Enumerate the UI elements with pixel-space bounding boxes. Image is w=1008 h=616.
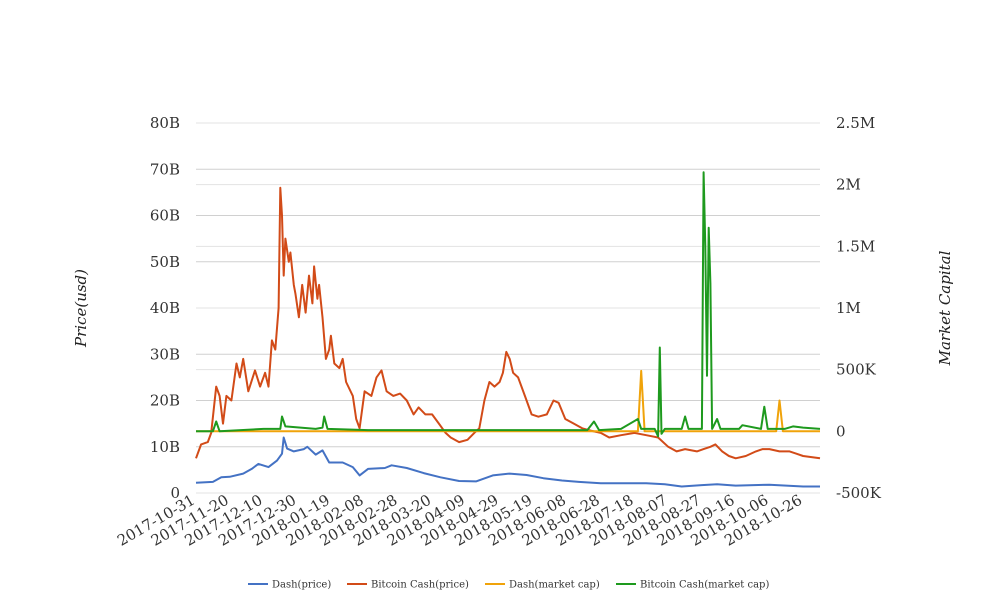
left-axis-ticks: 0 10B 20B 30B 40B 50B 60B 70B 80B <box>150 114 180 502</box>
legend-item: Bitcoin Cash(market cap) <box>616 580 769 591</box>
legend-item: Dash(market cap) <box>485 580 600 591</box>
x-axis-ticks: 2017-10-312017-11-202017-12-102017-12-30… <box>114 491 805 550</box>
series-lines <box>195 171 821 488</box>
y-left-axis-title: Price(usd) <box>72 269 90 348</box>
y-left-tick-label: 80B <box>150 114 180 132</box>
y-right-tick-label: 2.5M <box>836 114 875 132</box>
series-line-dash-price <box>195 436 820 488</box>
series-line-bitcoin-cash-market-cap <box>196 171 821 438</box>
right-axis-ticks: -500K 0 500K 1M 1.5M 2M 2.5M <box>836 114 882 502</box>
series-line-bitcoin-cash-price <box>195 186 821 460</box>
y-right-tick-label: -500K <box>836 484 882 502</box>
gridlines <box>196 122 820 494</box>
y-right-tick-label: 0 <box>836 422 846 440</box>
y-left-tick-label: 30B <box>150 345 180 363</box>
legend-item: Bitcoin Cash(price) <box>347 580 469 591</box>
y-left-tick-label: 50B <box>150 253 180 271</box>
legend-item: Dash(price) <box>248 580 331 591</box>
legend: Dash(price) Bitcoin Cash(price) Dash(marke… <box>248 580 769 591</box>
y-right-tick-label: 1M <box>836 299 861 317</box>
y-right-tick-label: 1.5M <box>836 237 875 255</box>
y-left-tick-label: 40B <box>150 299 180 317</box>
y-left-tick-label: 10B <box>150 438 180 456</box>
y-left-tick-label: 20B <box>150 392 180 410</box>
legend-label: Dash(price) <box>272 580 331 591</box>
legend-label: Dash(market cap) <box>509 580 600 591</box>
legend-label: Bitcoin Cash(price) <box>371 580 469 591</box>
y-right-axis-title: Market Capital <box>936 250 954 366</box>
series-line-dash-market-cap <box>196 369 820 433</box>
legend-label: Bitcoin Cash(market cap) <box>640 580 769 591</box>
y-left-tick-label: 0 <box>170 484 180 502</box>
y-right-tick-label: 500K <box>836 361 877 379</box>
y-left-tick-label: 60B <box>150 207 180 225</box>
y-right-tick-label: 2M <box>836 176 861 194</box>
y-left-tick-label: 70B <box>150 160 180 178</box>
